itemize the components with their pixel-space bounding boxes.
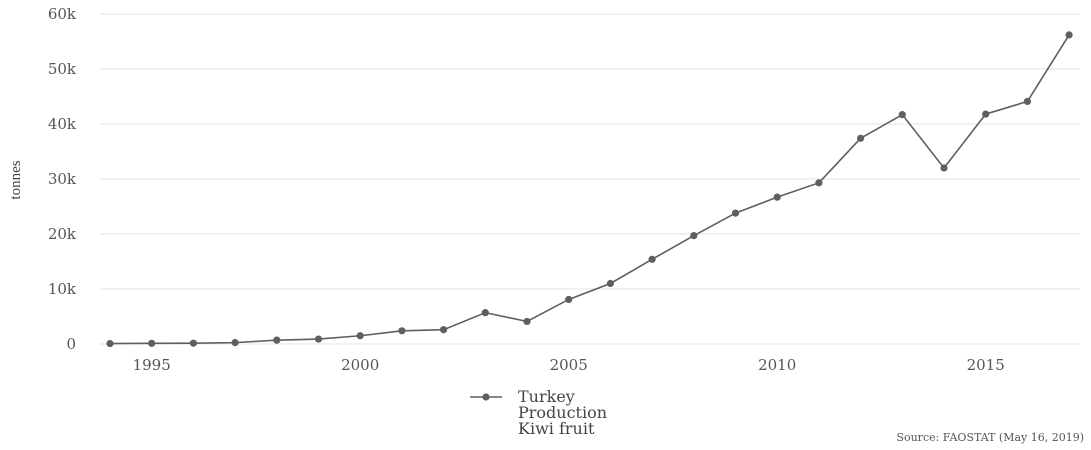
data-point (481, 309, 489, 317)
data-point (314, 335, 323, 343)
y-axis-tick-labels: 0 10k 20k 30k 40k 50k 60k (48, 5, 77, 353)
data-point (898, 111, 906, 119)
legend-label-item: Kiwi fruit (518, 419, 595, 438)
data-point (982, 110, 990, 118)
data-point (356, 332, 364, 340)
y-tick-label: 60k (48, 5, 77, 23)
x-tick-label: 1995 (133, 356, 171, 374)
legend-point-marker (482, 393, 490, 401)
gridlines (100, 13, 1080, 345)
data-point (148, 339, 156, 347)
data-point (1065, 31, 1073, 39)
x-tick-label: 2010 (758, 356, 796, 374)
data-point (815, 179, 823, 187)
series-line (109, 34, 1070, 345)
y-tick-label: 50k (48, 60, 77, 78)
data-point (857, 134, 865, 142)
y-tick-label: 30k (48, 170, 77, 188)
data-point (773, 193, 781, 201)
y-tick-label: 40k (48, 115, 77, 133)
data-point (1023, 97, 1031, 106)
data-point (731, 209, 740, 217)
data-point (106, 339, 114, 348)
data-point (189, 339, 197, 347)
x-tick-label: 2005 (550, 356, 588, 374)
data-point (440, 326, 448, 334)
legend: Turkey Production Kiwi fruit (470, 387, 607, 438)
x-axis-tick-labels: 1995 2000 2005 2010 2015 (133, 356, 1005, 374)
data-point (648, 255, 656, 263)
data-point (565, 295, 573, 304)
x-tick-label: 2000 (341, 356, 379, 374)
y-tick-label: 10k (48, 280, 77, 298)
data-point (273, 336, 281, 344)
data-point (690, 232, 698, 240)
data-point (523, 317, 531, 326)
y-tick-label: 20k (48, 225, 77, 243)
data-point (940, 164, 948, 172)
legend-label-element: Production (518, 403, 607, 422)
source-note: Source: FAOSTAT (May 16, 2019) (896, 431, 1084, 444)
y-tick-label: 0 (66, 335, 76, 353)
data-point (398, 327, 406, 335)
x-tick-label: 2015 (967, 356, 1005, 374)
data-point (231, 339, 239, 347)
series-production (106, 31, 1073, 348)
data-point (606, 279, 615, 288)
y-axis-title: tonnes (8, 160, 24, 199)
legend-label-country: Turkey (518, 387, 575, 406)
